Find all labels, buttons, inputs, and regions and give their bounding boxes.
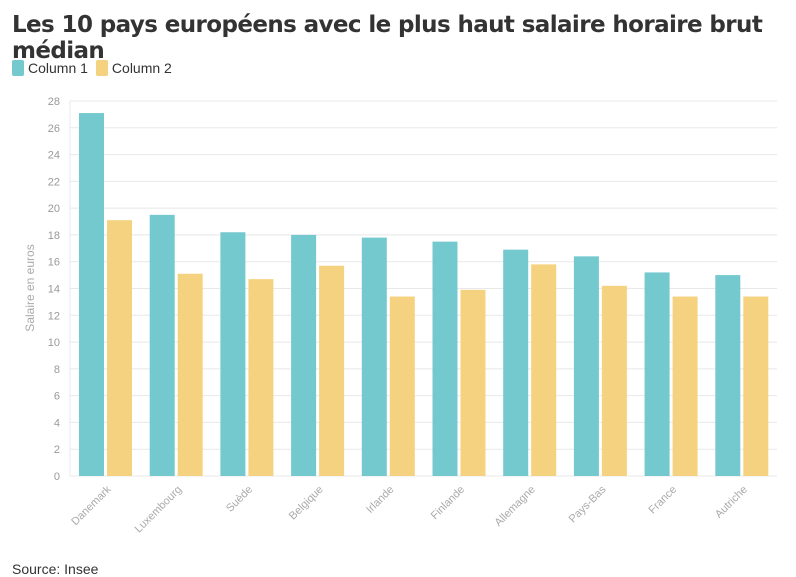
legend-label: Column 2: [111, 60, 172, 76]
y-tick-label: 2: [54, 444, 60, 456]
bar-2: [248, 279, 274, 476]
x-tick-label: Luxembourg: [133, 484, 185, 536]
x-tick-label: Irlande: [364, 484, 396, 516]
y-tick-label: 16: [48, 257, 60, 269]
y-tick-label: 12: [48, 310, 60, 322]
legend-swatch: [95, 60, 108, 76]
y-tick-label: 18: [48, 230, 60, 242]
x-tick-label: Finlande: [429, 484, 467, 522]
bar-1: [79, 113, 104, 476]
y-tick-label: 6: [54, 391, 60, 403]
legend: Column 1 Column 2: [12, 60, 172, 76]
y-tick-label: 4: [54, 417, 60, 429]
bar-1: [432, 241, 458, 476]
bar-1: [644, 272, 670, 476]
bar-1: [573, 256, 599, 476]
bar-2: [531, 264, 557, 476]
y-tick-label: 10: [48, 337, 60, 349]
legend-item-column-2[interactable]: Column 2: [95, 60, 172, 76]
bar-1: [220, 232, 246, 476]
bar-2: [743, 296, 769, 476]
x-tick-label: Danemark: [69, 483, 114, 528]
x-tick-label: Suède: [224, 484, 255, 515]
y-tick-label: 0: [54, 471, 60, 483]
x-tick-label: Belgique: [287, 484, 326, 523]
y-tick-label: 26: [48, 123, 60, 135]
bar-2: [460, 289, 486, 476]
y-tick-label: 8: [54, 364, 60, 376]
x-tick-label: Autriche: [713, 484, 750, 521]
bar-2: [672, 296, 698, 476]
x-tick-label: Allemagne: [493, 484, 538, 529]
bar-1: [361, 237, 387, 476]
y-tick-label: 20: [48, 203, 60, 215]
bar-2: [107, 220, 132, 476]
y-tick-label: 22: [48, 176, 60, 188]
bar-1: [503, 249, 529, 476]
bar-2: [177, 273, 203, 476]
source-note: Source: Insee: [12, 561, 99, 577]
y-tick-label: 24: [48, 150, 60, 162]
y-axis-label: Salaire en euros: [23, 244, 37, 331]
bar-1: [149, 214, 175, 476]
y-tick-label: 28: [48, 96, 60, 108]
x-tick-label: Pays-Bas: [567, 483, 609, 525]
x-tick-label: France: [647, 484, 680, 517]
bar-1: [715, 275, 741, 476]
legend-label: Column 1: [28, 60, 88, 76]
bar-2: [389, 296, 415, 476]
chart-title: Les 10 pays européens avec le plus haut …: [12, 12, 763, 64]
legend-swatch: [12, 60, 24, 76]
bar-2: [319, 265, 345, 476]
bar-1: [291, 234, 317, 476]
legend-item-column-1[interactable]: Column 1: [12, 60, 88, 76]
bar-2: [601, 285, 627, 476]
y-tick-label: 14: [48, 284, 60, 296]
